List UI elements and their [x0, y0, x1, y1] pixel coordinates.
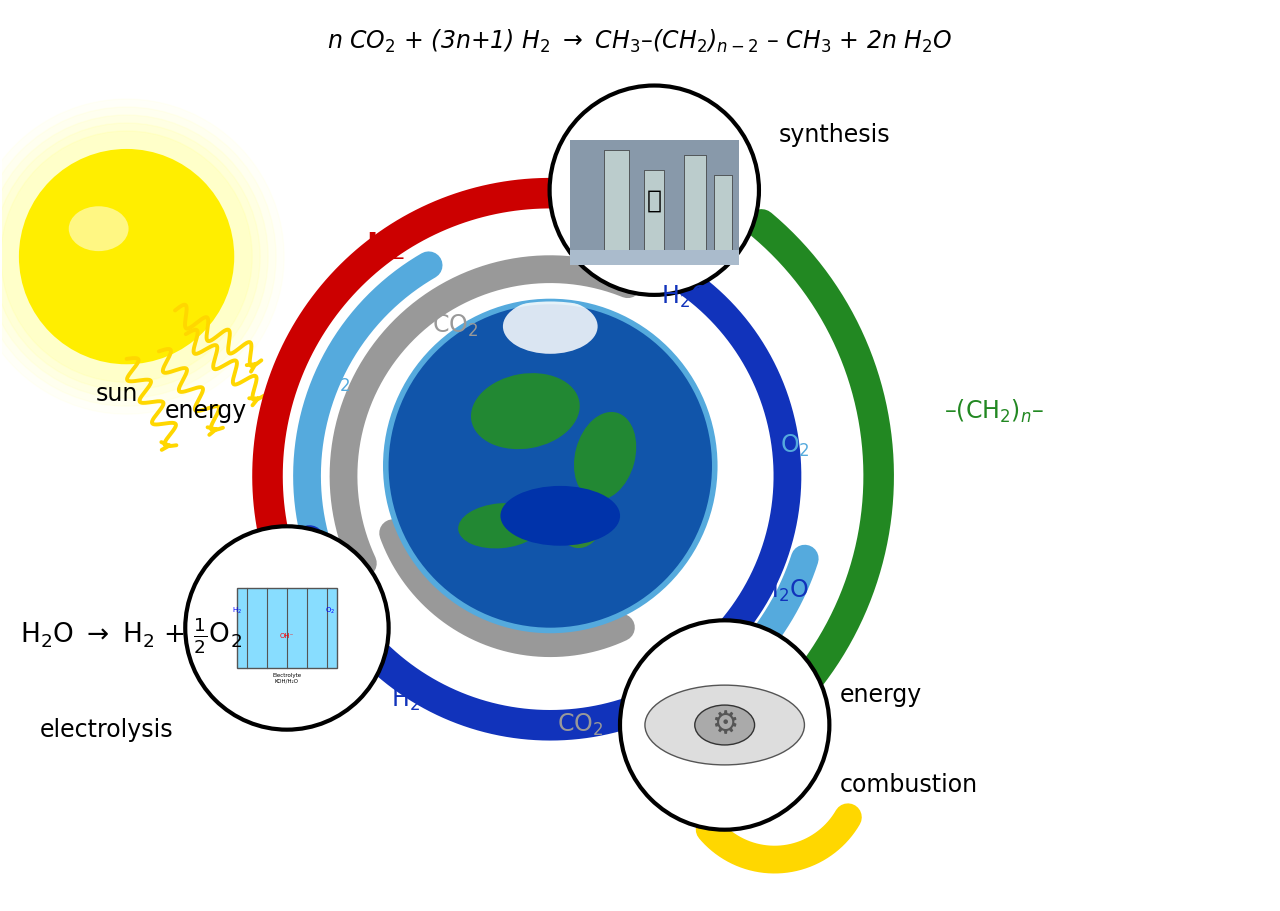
Ellipse shape — [558, 494, 603, 548]
Circle shape — [385, 302, 714, 630]
Circle shape — [1, 131, 252, 383]
Text: –(CH$_2$)$_n$–: –(CH$_2$)$_n$– — [943, 397, 1044, 425]
Text: energy: energy — [165, 399, 247, 423]
Bar — [644, 170, 664, 260]
Circle shape — [0, 123, 260, 390]
Text: H$_2$: H$_2$ — [366, 231, 406, 262]
Text: OH⁻: OH⁻ — [280, 633, 294, 639]
Bar — [570, 140, 739, 260]
Text: H$_2$O $\rightarrow$ H$_2$ + $\frac{1}{2}$O$_2$: H$_2$O $\rightarrow$ H$_2$ + $\frac{1}{2… — [20, 615, 242, 656]
Text: sun: sun — [96, 383, 138, 406]
Text: CO$_2$: CO$_2$ — [433, 313, 479, 340]
Circle shape — [0, 107, 276, 406]
Text: energy: energy — [840, 683, 922, 707]
Text: ⚙: ⚙ — [710, 711, 739, 740]
Bar — [237, 589, 337, 668]
Ellipse shape — [500, 486, 620, 546]
Circle shape — [19, 148, 234, 364]
Text: combustion: combustion — [840, 773, 978, 797]
Circle shape — [0, 115, 268, 398]
Text: CO$_2$: CO$_2$ — [557, 712, 603, 738]
Text: H$_2$: H$_2$ — [232, 606, 242, 616]
Ellipse shape — [458, 503, 543, 548]
Ellipse shape — [573, 412, 636, 500]
Text: H$_2$O: H$_2$O — [660, 283, 709, 310]
Ellipse shape — [695, 705, 755, 745]
Circle shape — [620, 620, 829, 830]
Text: H$_2$O: H$_2$O — [392, 687, 440, 713]
Ellipse shape — [471, 374, 580, 449]
Bar — [685, 155, 707, 260]
Text: O$_2$: O$_2$ — [321, 368, 351, 394]
Circle shape — [549, 86, 759, 295]
Text: synthesis: synthesis — [780, 123, 891, 148]
Text: electrolysis: electrolysis — [40, 718, 174, 742]
Text: O$_2$: O$_2$ — [325, 606, 335, 616]
Bar — [604, 150, 630, 260]
Text: H$_2$O: H$_2$O — [760, 578, 809, 604]
Text: $n$ CO$_2$ + (3$n$+1) H$_2$ $\rightarrow$ CH$_3$–(CH$_2$)$_{n-2}$ – CH$_3$ + 2$n: $n$ CO$_2$ + (3$n$+1) H$_2$ $\rightarrow… — [328, 27, 952, 55]
Circle shape — [186, 527, 389, 730]
Text: Electrolyte
KOH/H₂O: Electrolyte KOH/H₂O — [273, 673, 302, 684]
Ellipse shape — [503, 299, 598, 353]
Ellipse shape — [645, 685, 804, 765]
Ellipse shape — [69, 206, 128, 251]
Text: O$_2$: O$_2$ — [780, 433, 809, 459]
Text: 🏭: 🏭 — [646, 189, 662, 212]
Bar — [570, 250, 739, 265]
Bar — [714, 175, 732, 260]
